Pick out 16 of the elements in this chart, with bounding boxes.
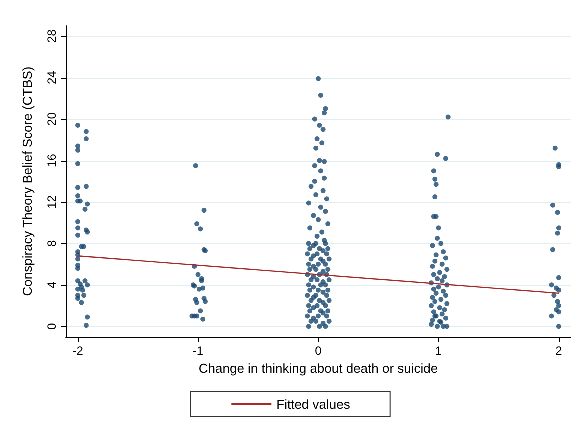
y-tick-label: 16 [45, 154, 59, 168]
y-tick-label: 4 [45, 282, 59, 289]
y-tick-label: 20 [45, 112, 59, 126]
y-tick-label: 8 [45, 240, 59, 248]
x-tick-label: 0 [315, 344, 322, 358]
x-tick-label: 2 [556, 344, 563, 358]
x-tick-label: -2 [72, 344, 84, 358]
x-tick-label: -1 [192, 344, 204, 358]
y-tick-label: 0 [45, 322, 59, 330]
y-axis-title: Conspiracy Theory Belief Score (CTBS) [20, 66, 35, 296]
y-tick-label: 28 [45, 29, 59, 44]
x-tick-label: 1 [435, 344, 442, 358]
x-axis-title: Change in thinking about death or suicide [198, 360, 438, 376]
y-tick-label: 12 [45, 195, 59, 209]
legend-label: Fitted values [276, 397, 351, 412]
y-tick-label: 24 [45, 70, 59, 85]
